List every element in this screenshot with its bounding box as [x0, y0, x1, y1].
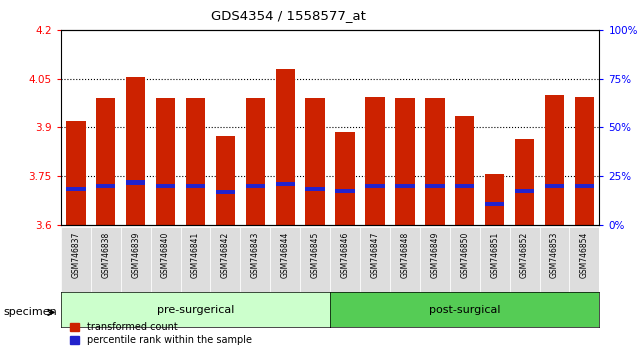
Bar: [420, 227, 450, 292]
Bar: [330, 227, 360, 292]
Bar: [181, 227, 210, 292]
Bar: [186, 98, 205, 225]
Bar: [545, 184, 564, 188]
Bar: [240, 227, 271, 292]
Bar: [96, 98, 115, 225]
Bar: [210, 227, 240, 292]
Text: GSM746854: GSM746854: [580, 232, 589, 278]
Bar: [246, 98, 265, 225]
Bar: [121, 227, 151, 292]
Bar: [450, 227, 479, 292]
Text: post-surgical: post-surgical: [429, 305, 501, 315]
Bar: [66, 121, 86, 225]
Text: GSM746847: GSM746847: [370, 232, 379, 278]
Text: GSM746849: GSM746849: [430, 232, 439, 278]
Bar: [575, 97, 594, 225]
Bar: [390, 227, 420, 292]
Text: GSM746840: GSM746840: [161, 232, 170, 278]
Bar: [455, 184, 474, 188]
Bar: [510, 227, 540, 292]
Bar: [395, 98, 415, 225]
Bar: [365, 184, 385, 188]
Bar: [575, 184, 594, 188]
Bar: [186, 184, 205, 188]
Text: specimen: specimen: [3, 307, 57, 317]
Bar: [66, 187, 86, 191]
Bar: [156, 98, 176, 225]
Bar: [151, 227, 181, 292]
Bar: [479, 227, 510, 292]
Text: GDS4354 / 1558577_at: GDS4354 / 1558577_at: [211, 9, 366, 22]
Bar: [91, 227, 121, 292]
Bar: [300, 227, 330, 292]
Text: GSM746850: GSM746850: [460, 232, 469, 278]
Bar: [126, 77, 146, 225]
Bar: [335, 132, 355, 225]
Legend: transformed count, percentile rank within the sample: transformed count, percentile rank withi…: [66, 319, 256, 349]
Bar: [126, 181, 146, 185]
Bar: [515, 139, 535, 225]
Bar: [425, 98, 445, 225]
Bar: [246, 184, 265, 188]
Bar: [515, 189, 535, 193]
Bar: [545, 95, 564, 225]
Bar: [335, 189, 355, 193]
Text: pre-surgerical: pre-surgerical: [157, 305, 234, 315]
Bar: [485, 201, 504, 206]
Bar: [276, 69, 295, 225]
Bar: [540, 227, 569, 292]
Bar: [61, 227, 91, 292]
Text: GSM746845: GSM746845: [311, 232, 320, 278]
Bar: [96, 184, 115, 188]
Bar: [306, 98, 325, 225]
Bar: [360, 227, 390, 292]
Text: GSM746844: GSM746844: [281, 232, 290, 278]
Bar: [156, 184, 176, 188]
Bar: [276, 182, 295, 186]
Text: GSM746837: GSM746837: [71, 232, 80, 278]
Text: GSM746848: GSM746848: [401, 232, 410, 278]
Bar: [395, 184, 415, 188]
Bar: [271, 227, 300, 292]
Bar: [365, 97, 385, 225]
Bar: [215, 136, 235, 225]
Text: GSM746853: GSM746853: [550, 232, 559, 278]
Text: GSM746843: GSM746843: [251, 232, 260, 278]
Bar: [215, 190, 235, 194]
Text: GSM746841: GSM746841: [191, 232, 200, 278]
Text: GSM746851: GSM746851: [490, 232, 499, 278]
Bar: [569, 227, 599, 292]
Text: GSM746838: GSM746838: [101, 232, 110, 278]
Bar: [455, 116, 474, 225]
Text: GSM746852: GSM746852: [520, 232, 529, 278]
Text: GSM746842: GSM746842: [221, 232, 230, 278]
Bar: [425, 184, 445, 188]
Bar: [485, 175, 504, 225]
Bar: [306, 187, 325, 191]
Text: GSM746839: GSM746839: [131, 232, 140, 278]
Text: GSM746846: GSM746846: [340, 232, 349, 278]
